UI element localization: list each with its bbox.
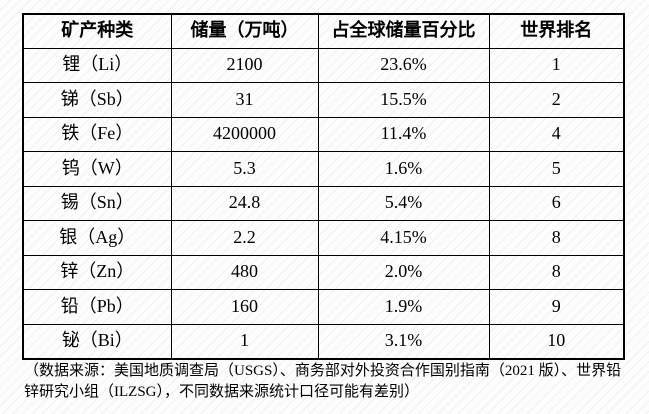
data-source-note-line-1: （数据来源：美国地质调查局（USGS）、商务部对外投资合作国别指南（2021 版… [24,363,622,379]
table-row-lead: 铅（Pb） 160 1.9% 9 [22,289,625,325]
cell-world-rank: 8 [488,220,625,256]
mineral-reserves-table: 矿产种类 储量（万吨） 占全球储量百分比 世界排名 锂（Li） 2100 23.… [22,13,625,360]
cell-mineral: 铋（Bi） [22,323,172,359]
cell-world-rank: 6 [488,185,625,221]
header-row: 矿产种类 储量（万吨） 占全球储量百分比 世界排名 [22,13,625,49]
cell-global-share: 3.1% [317,323,490,359]
cell-reserves: 31 [170,82,319,118]
cell-mineral: 银（Ag） [22,220,172,256]
cell-reserves: 160 [170,289,319,325]
cell-world-rank: 2 [488,82,625,118]
cell-world-rank: 9 [488,289,625,325]
cell-reserves: 2.2 [170,220,319,256]
cell-world-rank: 1 [488,47,625,83]
cell-mineral: 铅（Pb） [22,289,172,325]
column-header-world-rank: 世界排名 [488,13,625,49]
cell-world-rank: 10 [488,323,625,359]
cell-reserves: 24.8 [170,185,319,221]
column-header-global-share: 占全球储量百分比 [317,13,490,49]
cell-mineral: 锌（Zn） [22,254,172,290]
cell-mineral: 锑（Sb） [22,82,172,118]
cell-reserves: 4200000 [170,116,319,152]
cell-global-share: 2.0% [317,254,490,290]
cell-reserves: 5.3 [170,151,319,187]
data-source-note-line-2: 锌研究小组（ILZSG），不同数据来源统计口径可能有差别） [24,384,419,400]
table-row-lithium: 锂（Li） 2100 23.6% 1 [22,47,625,83]
table-row-antimony: 锑（Sb） 31 15.5% 2 [22,82,625,118]
table-row-bismuth: 铋（Bi） 1 3.1% 10 [22,323,625,359]
cell-world-rank: 4 [488,116,625,152]
table-row-tungsten: 钨（W） 5.3 1.6% 5 [22,151,625,187]
cell-reserves: 480 [170,254,319,290]
cell-reserves: 1 [170,323,319,359]
cell-global-share: 23.6% [317,47,490,83]
cell-world-rank: 8 [488,254,625,290]
cell-global-share: 1.9% [317,289,490,325]
cell-mineral: 锡（Sn） [22,185,172,221]
column-header-mineral-type: 矿产种类 [22,13,172,49]
cell-reserves: 2100 [170,47,319,83]
data-source-note: （数据来源：美国地质调查局（USGS）、商务部对外投资合作国别指南（2021 版… [24,361,646,403]
cell-global-share: 11.4% [317,116,490,152]
table-row-iron: 铁（Fe） 4200000 11.4% 4 [22,116,625,152]
cell-mineral: 钨（W） [22,151,172,187]
cell-mineral: 铁（Fe） [22,116,172,152]
cell-mineral: 锂（Li） [22,47,172,83]
column-header-reserves: 储量（万吨） [170,13,319,49]
cell-global-share: 4.15% [317,220,490,256]
table-row-tin: 锡（Sn） 24.8 5.4% 6 [22,185,625,221]
table-row-zinc: 锌（Zn） 480 2.0% 8 [22,254,625,290]
cell-global-share: 1.6% [317,151,490,187]
cell-global-share: 5.4% [317,185,490,221]
cell-world-rank: 5 [488,151,625,187]
cell-global-share: 15.5% [317,82,490,118]
table-row-silver: 银（Ag） 2.2 4.15% 8 [22,220,625,256]
